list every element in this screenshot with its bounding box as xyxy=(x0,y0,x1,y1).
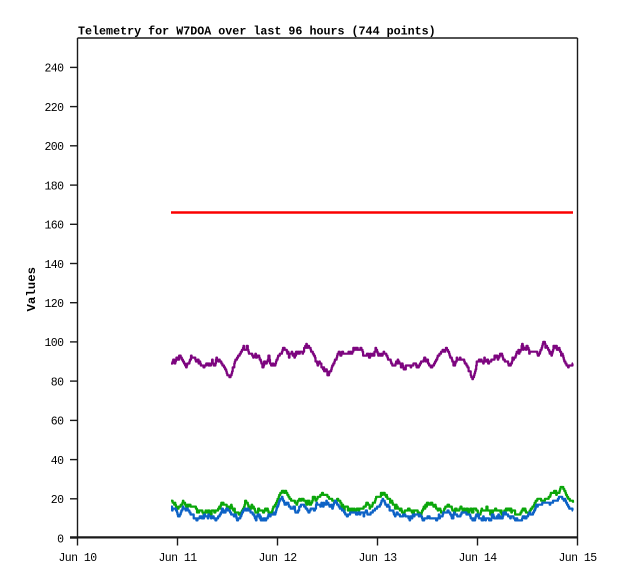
svg-text:220: 220 xyxy=(44,102,64,115)
svg-text:20: 20 xyxy=(51,494,64,507)
svg-text:Jun 14: Jun 14 xyxy=(458,552,497,565)
svg-text:100: 100 xyxy=(44,337,64,350)
svg-text:200: 200 xyxy=(44,141,64,154)
svg-text:Jun 15: Jun 15 xyxy=(558,552,597,565)
svg-text:Jun 12: Jun 12 xyxy=(258,552,297,565)
svg-text:Telemetry for W7DOA over last: Telemetry for W7DOA over last 96 hours (… xyxy=(78,25,436,39)
svg-text:40: 40 xyxy=(51,455,64,468)
svg-text:Values: Values xyxy=(25,267,39,312)
svg-text:120: 120 xyxy=(44,298,64,311)
svg-text:160: 160 xyxy=(44,220,64,233)
svg-text:60: 60 xyxy=(51,416,64,429)
svg-text:180: 180 xyxy=(44,180,64,193)
svg-text:80: 80 xyxy=(51,376,64,389)
svg-text:0: 0 xyxy=(57,533,64,546)
svg-text:140: 140 xyxy=(44,259,64,272)
svg-text:Jun 13: Jun 13 xyxy=(358,552,397,565)
svg-text:Jun 10: Jun 10 xyxy=(58,552,97,565)
svg-text:Jun 11: Jun 11 xyxy=(158,552,197,565)
svg-text:240: 240 xyxy=(44,63,64,76)
